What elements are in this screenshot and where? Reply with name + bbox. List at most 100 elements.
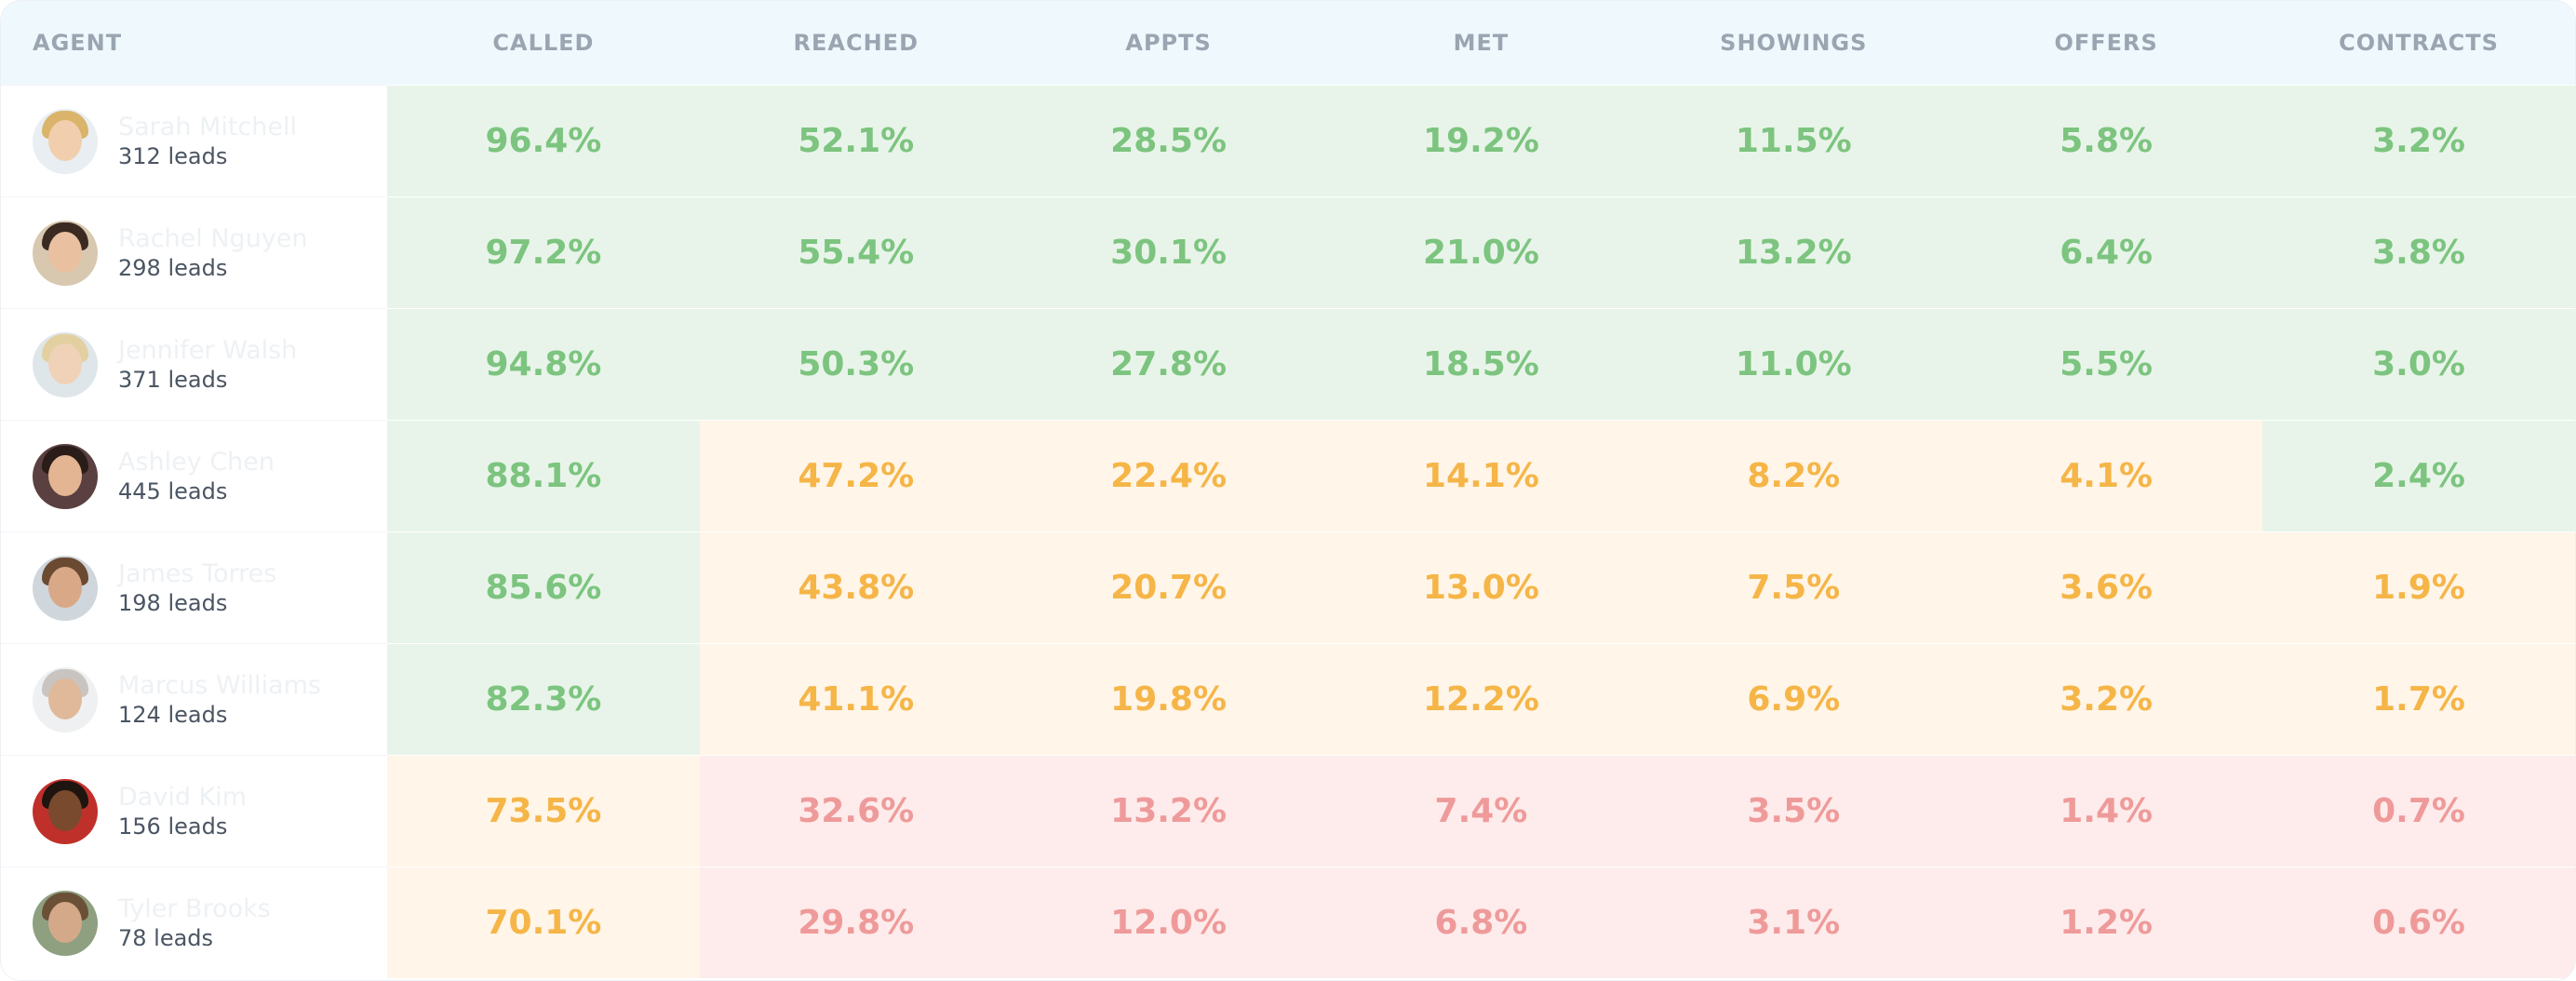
rate-cell: 18.5% xyxy=(1324,308,1638,421)
column-header: APPTS xyxy=(1012,1,1325,86)
agent-leads: 198 leads xyxy=(118,589,228,616)
avatar xyxy=(33,108,98,174)
agent-cell: David Kim 156 leads xyxy=(1,755,387,867)
agent-info: James Torres 198 leads xyxy=(33,555,387,621)
rate-cell: 29.8% xyxy=(699,867,1013,978)
rate-cell: 3.8% xyxy=(2262,196,2575,309)
rate-cell: 19.2% xyxy=(1324,85,1638,197)
agent-info: Marcus Williams 124 leads xyxy=(33,666,387,732)
rate-cell: 27.8% xyxy=(1012,308,1325,421)
agent-leads: 124 leads xyxy=(118,701,228,728)
agent-cell: Tyler Brooks 78 leads xyxy=(1,867,387,978)
rate-cell: 55.4% xyxy=(699,196,1013,309)
rate-cell: 47.2% xyxy=(699,420,1013,532)
rate-cell: 13.2% xyxy=(1637,196,1951,309)
agent-leads: 312 leads xyxy=(118,142,228,169)
agent-leads: 78 leads xyxy=(118,924,214,951)
agent-info: Rachel Nguyen 298 leads xyxy=(33,220,387,286)
agent-info: Jennifer Walsh 371 leads xyxy=(33,331,387,397)
rate-cell: 13.2% xyxy=(1012,755,1325,867)
agent-text: James Torres 198 leads xyxy=(118,559,276,617)
agent-row: Tyler Brooks 78 leads 70.1% 29.8% 12.0% 6.8% 3… xyxy=(1,867,2575,978)
column-header: AGENT xyxy=(1,1,387,86)
rate-cell: 97.2% xyxy=(387,196,700,309)
avatar xyxy=(33,666,98,732)
rate-cell: 50.3% xyxy=(699,308,1013,421)
rate-cell: 3.2% xyxy=(1950,643,2263,756)
agent-row: Sarah Mitchell 312 leads 96.4% 52.1% 28.5% 19… xyxy=(1,85,2575,197)
column-header: MET xyxy=(1324,1,1638,86)
rate-cell: 6.4% xyxy=(1950,196,2263,309)
agent-name: Rachel Nguyen xyxy=(118,223,308,253)
rate-cell: 7.5% xyxy=(1637,531,1951,644)
agent-info: Tyler Brooks 78 leads xyxy=(33,890,387,956)
rate-cell: 3.1% xyxy=(1637,867,1951,978)
rate-cell: 6.8% xyxy=(1324,867,1638,978)
agent-info: Sarah Mitchell 312 leads xyxy=(33,108,387,174)
agent-cell: Sarah Mitchell 312 leads xyxy=(1,85,387,197)
rate-cell: 20.7% xyxy=(1012,531,1325,644)
agent-info: Ashley Chen 445 leads xyxy=(33,443,387,509)
agent-text: David Kim 156 leads xyxy=(118,783,247,840)
column-header: CONTRACTS xyxy=(2262,1,2575,86)
agent-leads: 156 leads xyxy=(118,813,228,840)
agent-name: Tyler Brooks xyxy=(118,894,271,923)
agent-text: Tyler Brooks 78 leads xyxy=(118,894,271,952)
rate-cell: 1.7% xyxy=(2262,643,2575,756)
rate-cell: 73.5% xyxy=(387,755,700,867)
table-header: AGENT CALLED REACHED APPTS MET SHOWINGS OFFERS… xyxy=(1,1,2575,86)
column-header: REACHED xyxy=(699,1,1013,86)
rate-cell: 22.4% xyxy=(1012,420,1325,532)
rate-cell: 3.5% xyxy=(1637,755,1951,867)
column-header: OFFERS xyxy=(1950,1,2263,86)
avatar xyxy=(33,220,98,286)
agent-name: James Torres xyxy=(118,558,277,588)
agent-row: Ashley Chen 445 leads 88.1% 47.2% 22.4% 14.1%… xyxy=(1,420,2575,532)
agent-name: Ashley Chen xyxy=(118,447,275,477)
rate-cell: 85.6% xyxy=(387,531,700,644)
avatar-face xyxy=(48,343,82,384)
header-row: AGENT CALLED REACHED APPTS MET SHOWINGS OFFERS… xyxy=(1,1,2575,86)
agent-cell: Ashley Chen 445 leads xyxy=(1,420,387,532)
avatar xyxy=(33,778,98,844)
avatar-face xyxy=(48,119,82,161)
agent-row: Rachel Nguyen 298 leads 97.2% 55.4% 30.1% 21.… xyxy=(1,196,2575,309)
avatar-face xyxy=(48,678,82,719)
rate-cell: 21.0% xyxy=(1324,196,1638,309)
rate-cell: 8.2% xyxy=(1637,420,1951,532)
rate-cell: 82.3% xyxy=(387,643,700,756)
rate-cell: 1.4% xyxy=(1950,755,2263,867)
rate-cell: 0.7% xyxy=(2262,755,2575,867)
avatar-face xyxy=(48,566,82,608)
rate-cell: 43.8% xyxy=(699,531,1013,644)
rate-cell: 94.8% xyxy=(387,308,700,421)
rate-cell: 1.9% xyxy=(2262,531,2575,644)
rate-cell: 13.0% xyxy=(1324,531,1638,644)
avatar xyxy=(33,331,98,397)
agent-text: Ashley Chen 445 leads xyxy=(118,448,275,505)
table-body: Sarah Mitchell 312 leads 96.4% 52.1% 28.5% 19… xyxy=(1,85,2575,978)
agent-text: Marcus Williams 124 leads xyxy=(118,671,321,729)
agent-info: David Kim 156 leads xyxy=(33,778,387,844)
agent-leads: 371 leads xyxy=(118,366,228,393)
agent-row: Marcus Williams 124 leads 82.3% 41.1% 19.8% 1… xyxy=(1,643,2575,756)
avatar-face xyxy=(48,789,82,831)
agent-text: Rachel Nguyen 298 leads xyxy=(118,224,308,282)
rate-cell: 11.5% xyxy=(1637,85,1951,197)
agent-name: Sarah Mitchell xyxy=(118,112,297,141)
avatar-face xyxy=(48,231,82,273)
agent-cell: James Torres 198 leads xyxy=(1,531,387,644)
agent-row: David Kim 156 leads 73.5% 32.6% 13.2% 7.4% 3.5… xyxy=(1,755,2575,867)
agent-cell: Rachel Nguyen 298 leads xyxy=(1,196,387,309)
rate-cell: 12.0% xyxy=(1012,867,1325,978)
avatar xyxy=(33,890,98,956)
column-header: CALLED xyxy=(387,1,700,86)
rate-cell: 7.4% xyxy=(1324,755,1638,867)
agent-name: Jennifer Walsh xyxy=(118,335,298,365)
rate-cell: 3.2% xyxy=(2262,85,2575,197)
agent-name: Marcus Williams xyxy=(118,670,321,700)
avatar-face xyxy=(48,901,82,943)
column-header: SHOWINGS xyxy=(1637,1,1951,86)
